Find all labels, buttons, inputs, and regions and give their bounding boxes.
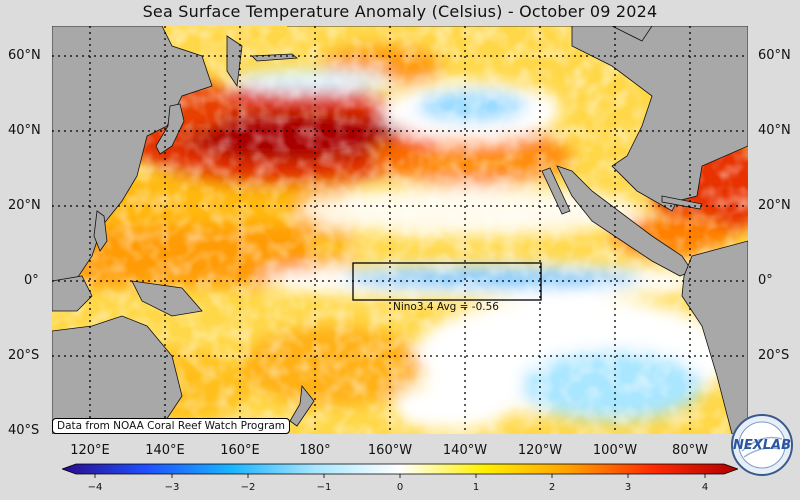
nexlab-logo: NEXLAB — [731, 414, 793, 476]
lat-label-right: 0° — [758, 273, 773, 288]
lat-label-right: 60°N — [758, 48, 791, 63]
lat-label-left: 20°S — [8, 348, 40, 363]
lon-label: 180° — [299, 443, 331, 458]
lat-label-left: 0° — [24, 273, 39, 288]
graticule — [52, 26, 748, 434]
colorbar-tick: 2 — [548, 482, 556, 493]
nino34-box — [352, 262, 542, 301]
south-america-landmass — [681, 240, 748, 434]
colorbar-tick: 1 — [472, 482, 480, 493]
nino34-label: Nino3.4 Avg = -0.56 — [393, 301, 499, 313]
lat-label-left: 40°N — [8, 123, 41, 138]
lon-label: 120°E — [70, 443, 110, 458]
lon-label: 120°W — [517, 443, 563, 458]
colorbar-tick: −3 — [164, 482, 180, 493]
lat-label-right: 20°N — [758, 198, 791, 213]
data-credit: Data from NOAA Coral Reef Watch Program — [52, 418, 290, 434]
colorbar-tick: 4 — [701, 482, 709, 493]
new-guinea — [131, 280, 203, 317]
lon-label: 160°W — [367, 443, 413, 458]
map-canvas — [52, 26, 748, 434]
asia-landmass — [52, 26, 213, 287]
colorbar — [62, 463, 738, 478]
lat-label-left: 60°N — [8, 48, 41, 63]
lon-label: 80°W — [672, 443, 708, 458]
lat-label-right: 40°N — [758, 123, 791, 138]
land — [52, 26, 748, 434]
logo-text: NEXLAB — [733, 438, 791, 453]
lat-label-right: 20°S — [758, 348, 790, 363]
lon-label: 140°W — [442, 443, 488, 458]
colorbar-tick: 3 — [624, 482, 632, 493]
map-title: Sea Surface Temperature Anomaly (Celsius… — [142, 2, 658, 21]
lon-label: 100°W — [592, 443, 638, 458]
colorbar-tick: −1 — [316, 482, 332, 493]
lat-label-left: 20°N — [8, 198, 41, 213]
lon-label: 160°E — [220, 443, 260, 458]
colorbar-tick: −4 — [87, 482, 103, 493]
lat-label-left: 40°S — [8, 423, 40, 438]
lon-label: 140°E — [145, 443, 185, 458]
sst-anomaly-map — [52, 26, 748, 434]
colorbar-tick: −2 — [240, 482, 256, 493]
colorbar-tick: 0 — [396, 482, 404, 493]
australia-landmass — [52, 315, 183, 434]
